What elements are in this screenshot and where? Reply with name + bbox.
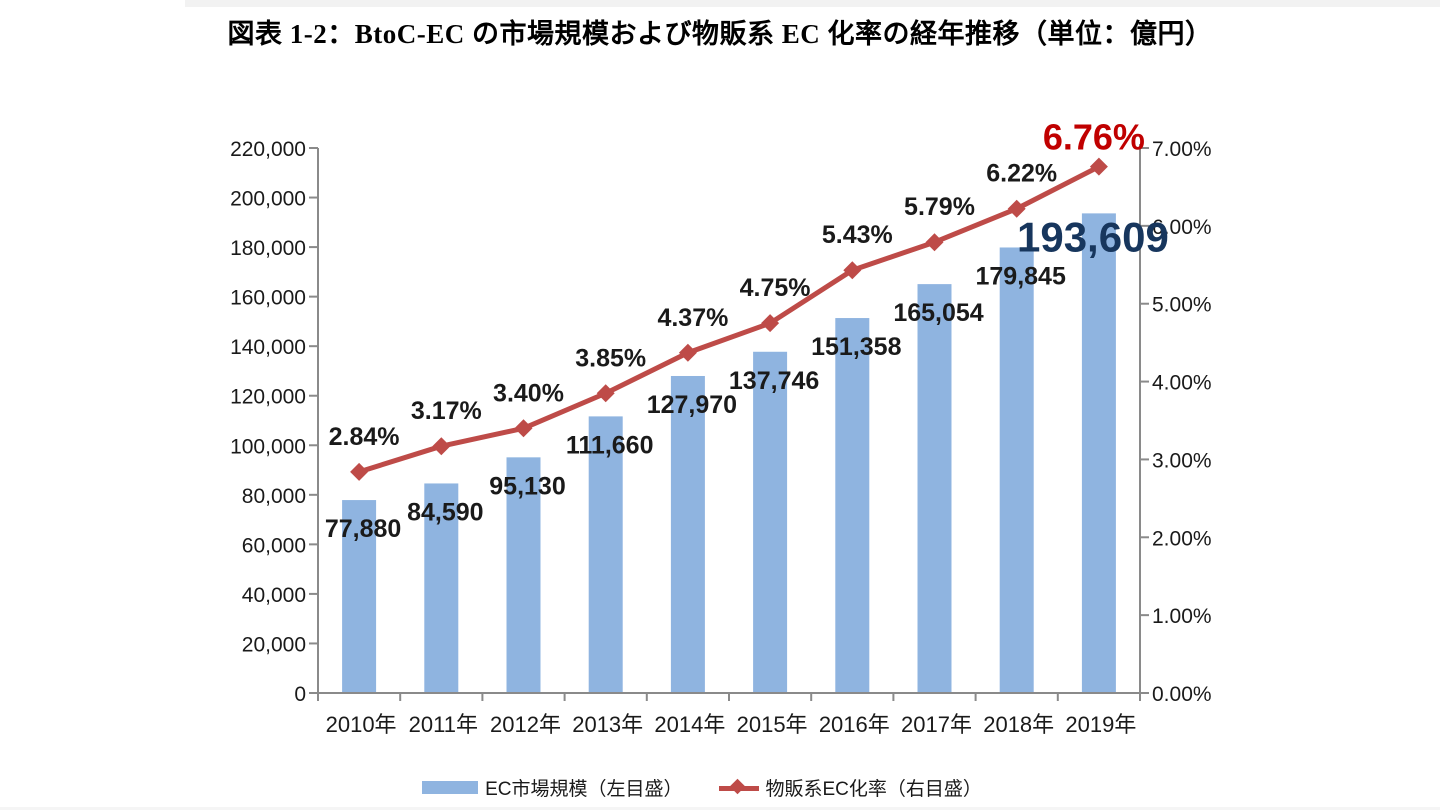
- left-axis-tick-label: 140,000: [230, 336, 306, 359]
- right-axis-tick-label: 3.00%: [1152, 449, 1212, 472]
- ec-rate-label: 5.79%: [904, 193, 975, 221]
- bar-2010年: [342, 500, 377, 693]
- x-axis-category-label: 2011年: [409, 712, 478, 737]
- right-axis-tick-label: 6.00%: [1152, 216, 1212, 239]
- bar-value-label: 179,845: [976, 262, 1066, 290]
- left-axis-tick-label: 60,000: [242, 534, 306, 557]
- ec-rate-label: 3.40%: [493, 379, 564, 407]
- ec-rate-point-2018年: [1007, 199, 1026, 218]
- left-axis-tick-label: 200,000: [230, 188, 306, 211]
- ec-rate-point-2014年: [678, 343, 697, 362]
- left-axis-tick-label: 20,000: [242, 633, 306, 656]
- bar-2011年: [424, 483, 459, 693]
- bar-2013年: [588, 416, 623, 693]
- bar-2017年: [917, 284, 952, 693]
- bar-2015年: [753, 351, 788, 693]
- chart-title: 図表 1-2：BtoC-EC の市場規模および物販系 EC 化率の経年推移（単位…: [227, 19, 1213, 49]
- left-axis-tick-label: 40,000: [242, 584, 306, 607]
- ec-rate-label-emphasized: 6.76%: [1043, 117, 1145, 158]
- left-axis-tick-label: 160,000: [230, 287, 306, 310]
- right-axis-tick-label: 4.00%: [1152, 372, 1212, 395]
- bar-value-label: 165,054: [893, 299, 983, 327]
- left-axis-tick-label: 220,000: [230, 138, 306, 161]
- diamond-marker-icon: [729, 778, 745, 794]
- ec-rate-label: 6.22%: [986, 160, 1057, 188]
- left-axis-tick-label: 120,000: [230, 386, 306, 409]
- ec-rate-label: 4.37%: [657, 304, 728, 332]
- ec-rate-line: [358, 164, 1101, 475]
- x-axis-category-label: 2010年: [326, 712, 397, 737]
- right-axis-tick-label: 5.00%: [1152, 294, 1212, 317]
- bar-series-swatch: [422, 781, 479, 794]
- x-axis-category-label: 2014年: [654, 712, 725, 737]
- bar-value-label: 95,130: [489, 472, 565, 500]
- ec-rate-label: 3.85%: [575, 344, 646, 372]
- right-axis-tick-label: 2.00%: [1152, 527, 1212, 550]
- ec-rate-point-2019年: [1089, 157, 1108, 176]
- page-edge-artifact-top: [185, 0, 1440, 7]
- bar-value-label: 77,880: [325, 515, 401, 543]
- bar-2016年: [835, 318, 870, 693]
- legend-label-ec-rate: 物販系EC化率（右目盛）: [765, 779, 982, 800]
- ec-rate-label: 3.17%: [411, 397, 482, 425]
- left-axis-tick-label: 0: [294, 683, 306, 706]
- bar-2019年: [1081, 213, 1116, 694]
- bar-value-label: 151,358: [811, 333, 901, 361]
- chart-legend: EC市場規模（左目盛） 物販系EC化率（右目盛）: [0, 774, 1404, 801]
- x-axis-category-label: 2019年: [1065, 712, 1136, 737]
- left-axis-tick-label: 180,000: [230, 237, 306, 260]
- bar-value-label: 111,660: [566, 431, 654, 459]
- x-axis-category-label: 2016年: [819, 712, 890, 737]
- right-axis-tick-label: 7.00%: [1152, 138, 1212, 161]
- bar-value-label-emphasized: 193,609: [1017, 213, 1169, 260]
- ec-rate-point-2012年: [514, 419, 533, 438]
- x-axis-category-label: 2012年: [490, 712, 561, 737]
- ec-rate-point-2016年: [843, 261, 862, 280]
- ec-rate-label: 2.84%: [329, 423, 400, 451]
- x-axis-category-label: 2018年: [983, 712, 1054, 737]
- bar-value-label: 137,746: [729, 367, 819, 395]
- x-axis-category-label: 2013年: [572, 712, 643, 737]
- bar-value-label: 84,590: [407, 498, 483, 526]
- right-axis-tick-label: 1.00%: [1152, 605, 1212, 628]
- ec-rate-point-2011年: [432, 437, 451, 456]
- right-axis-tick-label: 0.00%: [1152, 683, 1212, 706]
- page-edge-artifact-bottom: [0, 807, 1440, 810]
- x-axis-category-label: 2015年: [737, 712, 808, 737]
- x-axis-category-label: 2017年: [901, 712, 972, 737]
- legend-item-ec-rate: 物販系EC化率（右目盛）: [718, 774, 982, 801]
- ec-rate-point-2010年: [350, 462, 369, 481]
- ec-rate-point-2013年: [596, 384, 615, 403]
- ec-rate-label: 5.43%: [822, 221, 893, 249]
- ec-rate-label: 4.75%: [740, 274, 811, 302]
- legend-item-market-size: EC市場規模（左目盛）: [422, 774, 683, 801]
- bar-value-label: 127,970: [647, 391, 737, 419]
- bar-2014年: [670, 375, 705, 693]
- legend-label-market-size: EC市場規模（左目盛）: [485, 779, 683, 800]
- ec-rate-point-2015年: [761, 314, 780, 333]
- left-axis-tick-label: 80,000: [242, 485, 306, 508]
- ec-rate-point-2017年: [925, 233, 944, 252]
- left-axis-tick-label: 100,000: [230, 435, 306, 458]
- bar-2018年: [999, 247, 1034, 693]
- bar-2012年: [506, 457, 541, 693]
- line-series-swatch: [718, 778, 759, 796]
